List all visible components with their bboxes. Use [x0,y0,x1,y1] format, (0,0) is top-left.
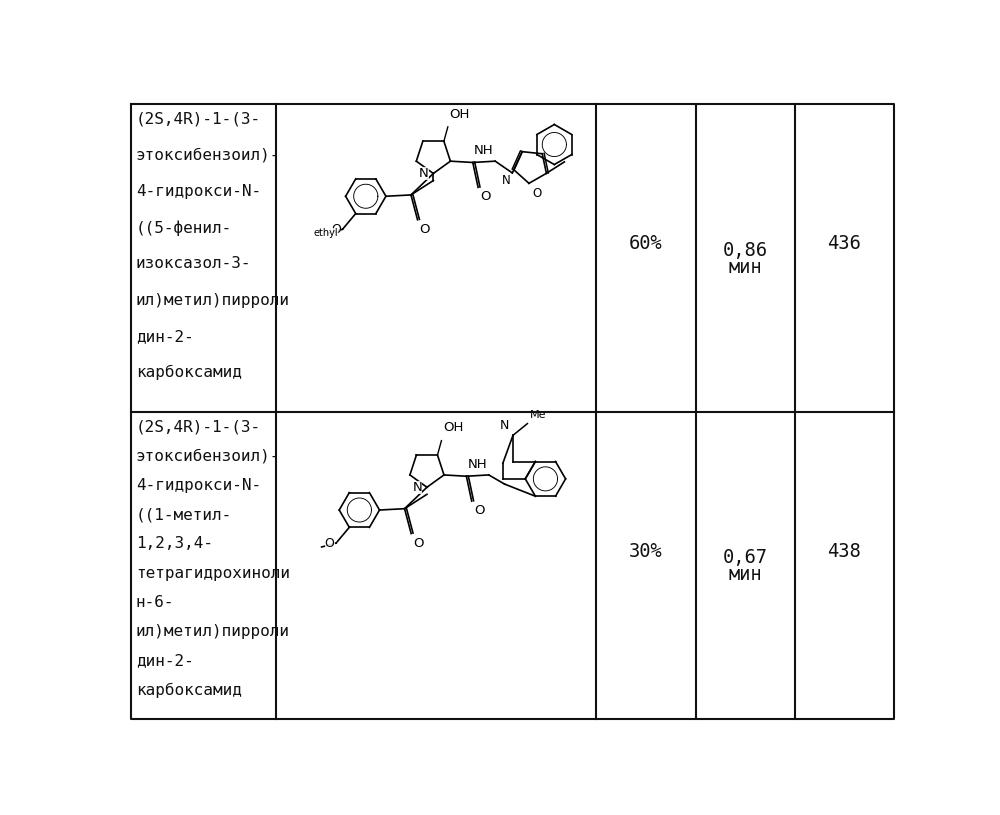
Text: 30%: 30% [629,542,663,561]
Text: этоксибензоил)-: этоксибензоил)- [136,448,280,464]
Text: Me: Me [530,410,546,420]
Text: (2S,4R)-1-(3-: (2S,4R)-1-(3- [136,112,261,126]
Text: мин: мин [728,258,762,276]
Text: N: N [502,174,511,187]
Text: N: N [419,167,429,180]
Text: тетрагидрохиноли: тетрагидрохиноли [136,566,290,581]
Text: (2S,4R)-1-(3-: (2S,4R)-1-(3- [136,419,261,434]
Text: карбоксамид: карбоксамид [136,365,242,380]
Text: NH: NH [468,458,487,471]
Text: 1,2,3,4-: 1,2,3,4- [136,536,213,552]
Text: дин-2-: дин-2- [136,654,194,668]
Text: O: O [413,536,424,549]
Text: 436: 436 [827,235,861,253]
Text: OH: OH [443,421,463,434]
Text: O: O [532,187,541,200]
Text: дин-2-: дин-2- [136,328,194,344]
Text: ethyl: ethyl [313,228,338,238]
Text: O: O [419,222,430,236]
Text: N: N [413,481,422,494]
Text: мин: мин [728,565,762,584]
Text: изоксазол-3-: изоксазол-3- [136,257,251,271]
Text: O: O [474,504,484,518]
Text: 438: 438 [827,542,861,561]
Text: O: O [325,536,335,549]
Text: OH: OH [449,108,470,121]
Text: этоксибензоил)-: этоксибензоил)- [136,148,280,163]
Text: 4-гидрокси-N-: 4-гидрокси-N- [136,478,261,493]
Text: ((1-метил-: ((1-метил- [136,507,232,522]
Text: 0,86: 0,86 [723,240,768,259]
Text: N: N [500,419,509,432]
Text: карбоксамид: карбоксамид [136,683,242,698]
Text: н-6-: н-6- [136,595,174,610]
Text: 0,67: 0,67 [723,548,768,567]
Text: NH: NH [474,144,494,157]
Text: O: O [480,191,491,204]
Text: ил)метил)пирроли: ил)метил)пирроли [136,624,290,639]
Text: ((5-фенил-: ((5-фенил- [136,220,232,236]
Text: O: O [331,222,341,236]
Text: 4-гидрокси-N-: 4-гидрокси-N- [136,184,261,199]
Text: 60%: 60% [629,235,663,253]
Text: ил)метил)пирроли: ил)метил)пирроли [136,293,290,307]
